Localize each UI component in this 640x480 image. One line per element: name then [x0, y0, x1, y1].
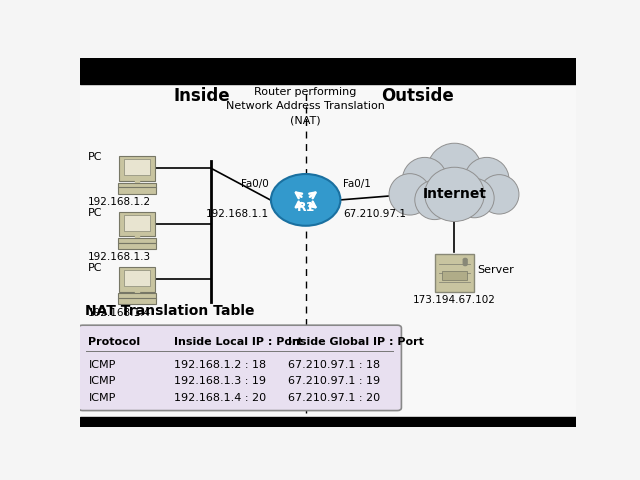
- Text: Inside: Inside: [173, 87, 230, 106]
- Bar: [134, 290, 140, 294]
- Ellipse shape: [415, 180, 454, 220]
- Text: R1: R1: [296, 201, 315, 214]
- FancyBboxPatch shape: [118, 243, 156, 249]
- Text: 173.194.67.102: 173.194.67.102: [413, 295, 496, 305]
- Bar: [134, 234, 140, 239]
- FancyBboxPatch shape: [118, 293, 156, 299]
- Text: ICMP: ICMP: [88, 360, 116, 370]
- FancyBboxPatch shape: [120, 267, 155, 291]
- Text: Fa0/1: Fa0/1: [343, 180, 371, 190]
- Bar: [80, 58, 576, 84]
- Text: 192.168.1.2: 192.168.1.2: [88, 197, 150, 207]
- Text: 192.168.1.3: 192.168.1.3: [88, 252, 150, 262]
- Text: PC: PC: [88, 263, 102, 273]
- Ellipse shape: [425, 167, 484, 221]
- Text: 192.168.1.4: 192.168.1.4: [88, 308, 150, 318]
- Text: Server: Server: [477, 265, 513, 275]
- Ellipse shape: [403, 157, 447, 202]
- Text: Router performing
Network Address Translation
(NAT): Router performing Network Address Transl…: [227, 87, 385, 125]
- Circle shape: [463, 258, 467, 262]
- Bar: [134, 179, 140, 183]
- Text: Inside Global IP : Port: Inside Global IP : Port: [288, 337, 424, 347]
- FancyBboxPatch shape: [120, 212, 155, 236]
- Text: Internet: Internet: [422, 187, 486, 201]
- Text: Fa0/0: Fa0/0: [241, 180, 269, 190]
- Text: Outside: Outside: [381, 87, 454, 106]
- Ellipse shape: [479, 175, 519, 214]
- Text: 67.210.97.1: 67.210.97.1: [343, 209, 406, 219]
- FancyBboxPatch shape: [118, 298, 156, 304]
- Ellipse shape: [428, 143, 482, 197]
- Text: 192.168.1.4 : 20: 192.168.1.4 : 20: [174, 393, 266, 403]
- Text: Protocol: Protocol: [88, 337, 141, 347]
- Text: 67.210.97.1 : 20: 67.210.97.1 : 20: [288, 393, 380, 403]
- Text: 192.168.1.1: 192.168.1.1: [205, 209, 269, 219]
- Text: NAT Translation Table: NAT Translation Table: [85, 304, 255, 318]
- Circle shape: [463, 261, 467, 264]
- Text: 67.210.97.1 : 19: 67.210.97.1 : 19: [288, 376, 380, 386]
- Text: ICMP: ICMP: [88, 376, 116, 386]
- FancyBboxPatch shape: [118, 238, 156, 243]
- Text: 192.168.1.2 : 18: 192.168.1.2 : 18: [174, 360, 266, 370]
- FancyBboxPatch shape: [442, 271, 467, 280]
- Text: 67.210.97.1 : 18: 67.210.97.1 : 18: [288, 360, 380, 370]
- Ellipse shape: [454, 179, 494, 218]
- Circle shape: [463, 263, 467, 265]
- Ellipse shape: [465, 157, 509, 202]
- FancyBboxPatch shape: [120, 156, 155, 180]
- FancyBboxPatch shape: [118, 187, 156, 193]
- Text: PC: PC: [88, 208, 102, 218]
- Bar: [80, 417, 576, 427]
- FancyBboxPatch shape: [118, 182, 156, 188]
- FancyBboxPatch shape: [124, 270, 150, 286]
- FancyBboxPatch shape: [79, 325, 401, 410]
- FancyBboxPatch shape: [124, 159, 150, 175]
- Text: ICMP: ICMP: [88, 393, 116, 403]
- Circle shape: [271, 174, 340, 226]
- FancyBboxPatch shape: [124, 215, 150, 230]
- Ellipse shape: [389, 174, 431, 215]
- Text: 192.168.1.3 : 19: 192.168.1.3 : 19: [174, 376, 266, 386]
- Text: PC: PC: [88, 152, 102, 162]
- FancyBboxPatch shape: [435, 254, 474, 291]
- Text: Inside Local IP : Port: Inside Local IP : Port: [174, 337, 303, 347]
